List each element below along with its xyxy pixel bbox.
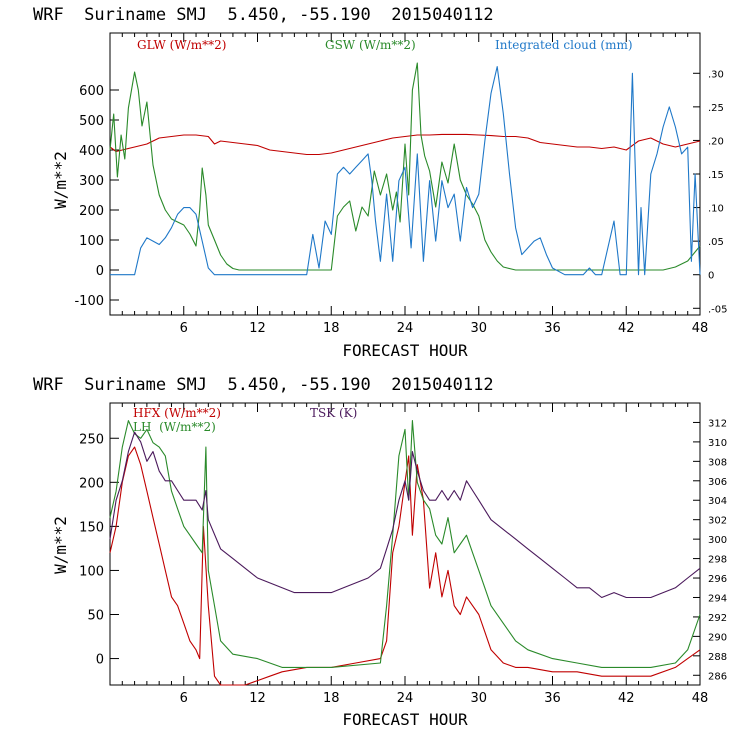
- x-tick-label: 18: [323, 691, 340, 706]
- y2-tick-label: 290: [708, 632, 727, 643]
- chart1-legend-cloud: Integrated cloud (mm): [495, 38, 633, 52]
- y-tick-label: 600: [79, 84, 104, 99]
- series-line-lh: [109, 420, 701, 668]
- chart1-legend-gsw: GSW (W/m**2): [325, 38, 416, 52]
- y2-tick-label: .20: [708, 136, 724, 147]
- chart1-x-ticks: 6 12 18 24 30 36 42 48: [121, 33, 709, 336]
- series-line-tsk: [109, 431, 701, 599]
- chart2-series: [109, 420, 701, 686]
- x-tick-label: 24: [397, 321, 414, 336]
- series-line-integrated: [110, 66, 701, 276]
- y2-tick-label: .15: [708, 170, 724, 181]
- y2-tick-label: .25: [708, 103, 724, 114]
- y-tick-label: 0: [96, 264, 104, 279]
- chart2-y2-ticks: 286 288 290 292 294 296 298 300 302 304 306 308 310 3…: [693, 418, 727, 682]
- series-line-glw: [109, 133, 701, 156]
- x-tick-label: 36: [544, 691, 561, 706]
- y-tick-label: 400: [79, 144, 104, 159]
- y-tick-label: 200: [79, 204, 104, 219]
- y-tick-label: 100: [79, 234, 104, 249]
- y2-tick-label: 294: [708, 593, 727, 604]
- chart2-x-axis-label: FORECAST HOUR: [342, 710, 468, 729]
- chart1-legend-glw: GLW (W/m**2): [137, 38, 226, 52]
- y-tick-label: 200: [79, 476, 104, 491]
- series-line-hfx: [109, 446, 701, 686]
- x-tick-label: 30: [470, 321, 487, 336]
- x-tick-label: 6: [180, 691, 188, 706]
- x-tick-label: 30: [470, 691, 487, 706]
- y2-tick-label: 0: [708, 271, 714, 282]
- chart1-y-ticks: -100 0 100 200 300 400 500 600: [74, 84, 119, 309]
- y2-tick-label: 312: [708, 418, 727, 429]
- y2-tick-label: 310: [708, 438, 727, 449]
- x-tick-label: 12: [249, 691, 266, 706]
- x-tick-label: 48: [692, 691, 709, 706]
- y-tick-label: 250: [79, 432, 104, 447]
- x-tick-label: 48: [692, 321, 709, 336]
- x-tick-label: 6: [180, 321, 188, 336]
- chart1-x-axis-label: FORECAST HOUR: [342, 341, 468, 360]
- chart2-legend-hfx: HFX (W/m**2): [133, 406, 221, 420]
- chart1-series: [109, 62, 701, 276]
- chart1-title: WRF Suriname SMJ 5.450, -55.190 20150401…: [33, 5, 494, 25]
- chart2-y-axis-label: W/m**2: [51, 516, 70, 574]
- chart2-x-ticks: 6 12 18 24 30 36 42 48: [121, 403, 709, 706]
- series-line-gsw: [109, 62, 701, 271]
- y2-tick-label: 286: [708, 671, 727, 682]
- y2-tick-label: 304: [708, 496, 727, 507]
- y2-tick-label: 298: [708, 555, 727, 566]
- y-tick-label: 150: [79, 520, 104, 535]
- y-tick-label: 300: [79, 174, 104, 189]
- x-tick-label: 18: [323, 321, 340, 336]
- x-tick-label: 12: [249, 321, 266, 336]
- chart1-y-axis-label: W/m**2: [51, 151, 70, 209]
- y2-tick-label: 306: [708, 477, 727, 488]
- y2-tick-label: 308: [708, 457, 727, 468]
- y2-tick-label: .-05: [708, 304, 728, 315]
- x-tick-label: 42: [618, 321, 635, 336]
- y2-tick-label: 292: [708, 613, 727, 624]
- y2-tick-label: 296: [708, 574, 727, 585]
- y-tick-label: 0: [96, 653, 104, 668]
- y2-tick-label: .30: [708, 69, 724, 80]
- y-tick-label: 100: [79, 564, 104, 579]
- y-tick-label: -100: [74, 294, 104, 309]
- y2-tick-label: 300: [708, 535, 727, 546]
- chart2-y-ticks: 0 50 100 150 200 250: [79, 432, 119, 668]
- x-tick-label: 36: [544, 321, 561, 336]
- chart2-legend-lh: LH (W/m**2): [133, 420, 216, 434]
- y2-tick-label: .05: [708, 237, 724, 248]
- chart2-title: WRF Suriname SMJ 5.450, -55.190 20150401…: [33, 375, 494, 395]
- chart1-y2-ticks: .-05 0 .05 .10 .15 .20 .25 .30: [693, 69, 728, 315]
- chart2-legend-tsk: TSK (K): [310, 406, 357, 420]
- y-tick-label: 500: [79, 114, 104, 129]
- y2-tick-label: 288: [708, 652, 727, 663]
- x-tick-label: 24: [397, 691, 414, 706]
- x-tick-label: 42: [618, 691, 635, 706]
- y2-tick-label: 302: [708, 516, 727, 527]
- chart2-plot-frame: [109, 402, 701, 686]
- y2-tick-label: .10: [708, 204, 724, 215]
- y-tick-label: 50: [87, 609, 104, 624]
